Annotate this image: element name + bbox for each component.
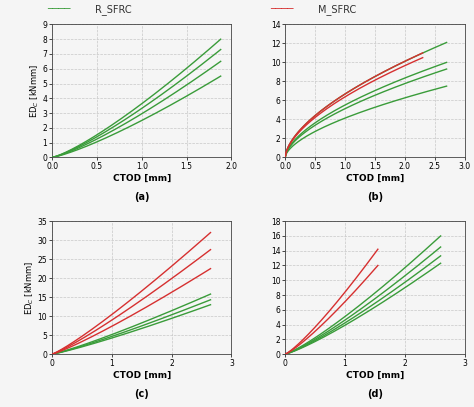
X-axis label: CTOD [mm]: CTOD [mm] [113,371,171,380]
Text: (a): (a) [134,192,149,202]
Text: ────: ──── [270,4,294,14]
Text: (c): (c) [135,389,149,398]
Text: ────: ──── [47,4,71,14]
Text: M_SFRC: M_SFRC [318,4,356,15]
Text: (d): (d) [367,389,383,398]
X-axis label: CTOD [mm]: CTOD [mm] [113,174,171,183]
Y-axis label: ED$_C$ [kNmm]: ED$_C$ [kNmm] [28,64,41,118]
Y-axis label: ED$_C$ [kNmm]: ED$_C$ [kNmm] [24,260,36,315]
Text: R_SFRC: R_SFRC [95,4,131,15]
Text: (b): (b) [367,192,383,202]
X-axis label: CTOD [mm]: CTOD [mm] [346,174,404,183]
X-axis label: CTOD [mm]: CTOD [mm] [346,371,404,380]
